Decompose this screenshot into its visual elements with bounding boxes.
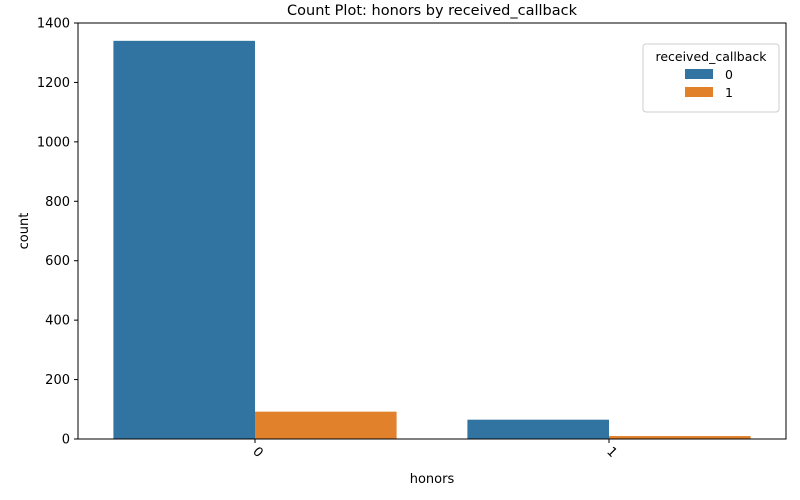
bar-honors-0-callback-0 — [113, 40, 256, 439]
y-tick-label: 1400 — [37, 17, 70, 32]
legend-items: 01 — [685, 67, 733, 100]
x-tick-label: 0 — [249, 444, 265, 460]
x-axis-label: honors — [410, 472, 455, 487]
plot-frame — [77, 22, 787, 440]
legend-swatch-0 — [685, 69, 713, 79]
bar-honors-1-callback-1 — [609, 436, 751, 439]
legend: received_callback 01 — [642, 43, 780, 113]
y-tick-label: 1000 — [37, 135, 70, 150]
y-axis-label: count — [17, 213, 32, 250]
y-tick-label: 1200 — [37, 76, 70, 91]
y-tick-label: 0 — [62, 433, 70, 448]
y-tick-label: 600 — [45, 254, 70, 269]
legend-title: received_callback — [655, 49, 767, 64]
axes-layer — [77, 22, 787, 440]
legend-swatch-1 — [685, 87, 713, 97]
bar-honors-0-callback-1 — [255, 411, 397, 439]
chart-title: Count Plot: honors by received_callback — [287, 3, 578, 19]
x-tick-label: 1 — [603, 444, 619, 460]
y-tick-label: 200 — [45, 373, 70, 388]
y-tick-label: 400 — [45, 314, 70, 329]
bar-honors-1-callback-0 — [467, 419, 609, 439]
y-tick-label: 800 — [45, 195, 70, 210]
legend-label-1: 1 — [725, 85, 733, 100]
legend-label-0: 0 — [725, 67, 733, 82]
y-ticks: 0 200 400 600 800 1000 1200 1400 — [37, 17, 78, 448]
bars-layer — [113, 40, 751, 439]
